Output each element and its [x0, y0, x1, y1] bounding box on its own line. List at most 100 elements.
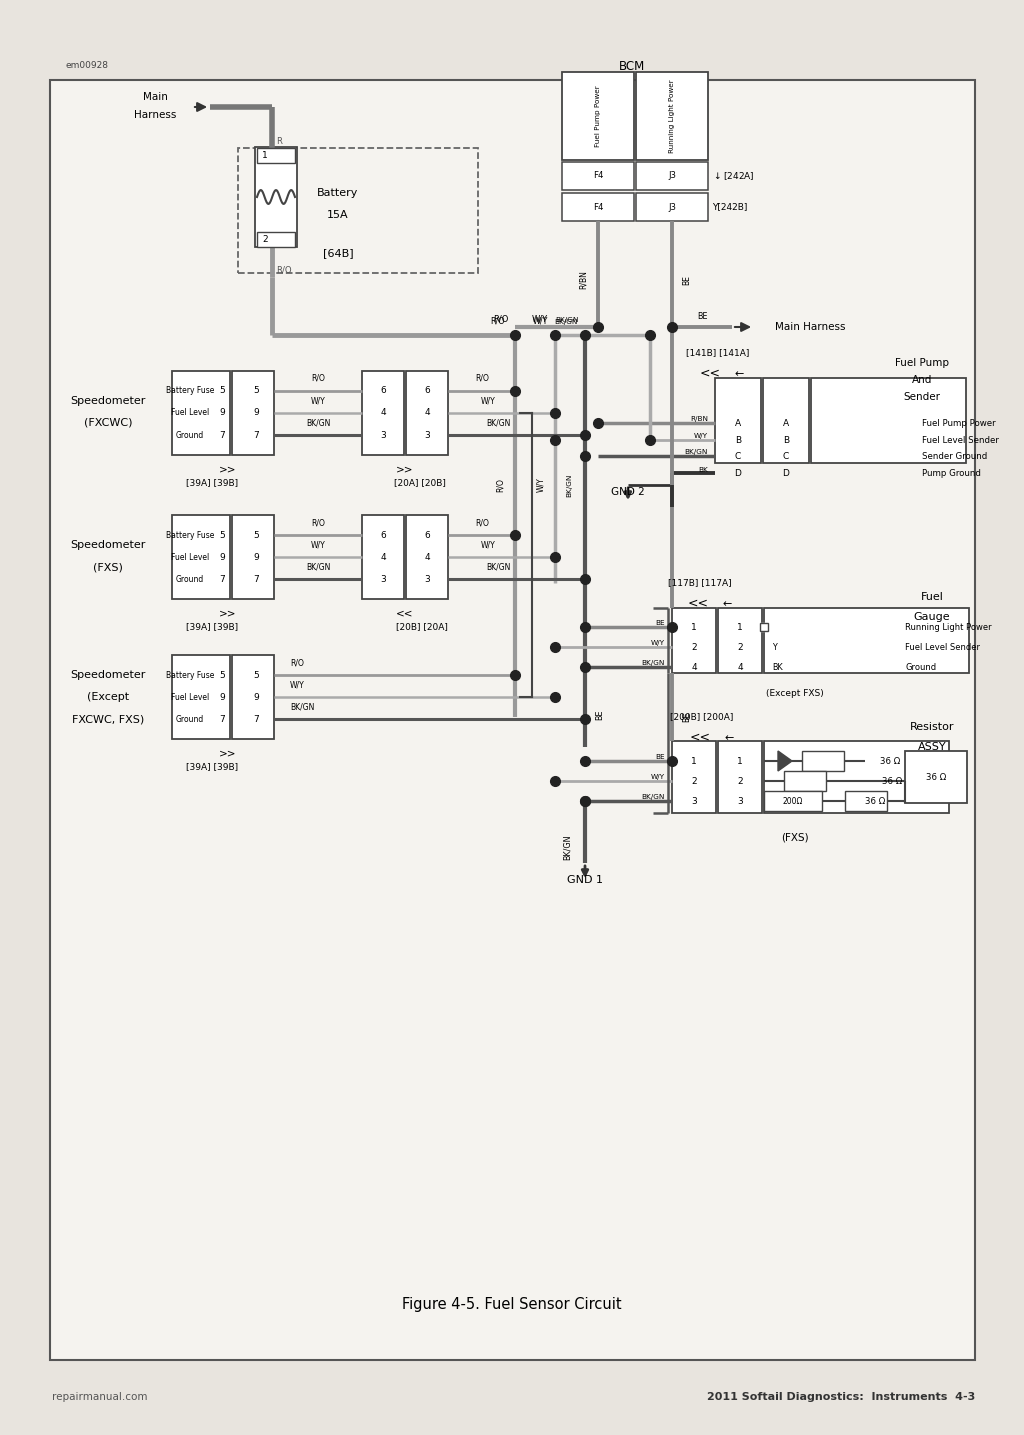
Text: 3: 3	[380, 574, 386, 584]
Text: 9: 9	[253, 409, 259, 418]
Text: Battery: Battery	[317, 188, 358, 198]
Text: Resistor: Resistor	[909, 722, 954, 732]
Text: $\leftarrow$: $\leftarrow$	[722, 732, 735, 742]
Text: Battery Fuse: Battery Fuse	[166, 386, 214, 396]
Text: R/O: R/O	[475, 375, 488, 383]
Text: 2: 2	[737, 643, 742, 651]
Text: Ground: Ground	[905, 663, 936, 672]
Text: 36 Ω: 36 Ω	[882, 776, 902, 785]
Bar	[232, 372, 274, 455]
Text: [39A] [39B]: [39A] [39B]	[186, 623, 238, 631]
Bar	[232, 515, 274, 598]
Text: R/O: R/O	[311, 375, 325, 383]
Text: BE: BE	[682, 276, 691, 286]
Text: 4: 4	[737, 663, 742, 672]
Text: $\leftarrow$: $\leftarrow$	[732, 367, 744, 377]
Text: W/Y: W/Y	[480, 396, 496, 405]
Text: 2: 2	[691, 776, 696, 785]
Text: Fuel Level: Fuel Level	[171, 552, 209, 561]
Text: 7: 7	[219, 715, 225, 723]
Text: 9: 9	[219, 552, 225, 561]
Text: Figure 4-5. Fuel Sensor Circuit: Figure 4-5. Fuel Sensor Circuit	[402, 1297, 622, 1313]
Text: Ground: Ground	[176, 574, 204, 584]
Text: 3: 3	[380, 430, 386, 439]
Text: B: B	[735, 435, 741, 445]
Text: [39A] [39B]: [39A] [39B]	[186, 478, 238, 488]
Text: 9: 9	[219, 409, 225, 418]
Text: Fuel Level: Fuel Level	[171, 409, 209, 418]
Text: 36 Ω: 36 Ω	[865, 796, 886, 805]
Text: GND 1: GND 1	[567, 875, 603, 885]
Text: R/BN: R/BN	[579, 271, 588, 290]
Text: 5: 5	[253, 531, 259, 540]
Text: Ground: Ground	[176, 715, 204, 723]
Text: A: A	[783, 419, 790, 428]
Text: BK/GN: BK/GN	[566, 474, 572, 497]
Text: 3: 3	[424, 574, 430, 584]
Text: D: D	[782, 468, 790, 478]
Text: <<: <<	[687, 597, 709, 610]
Text: $\leftarrow$: $\leftarrow$	[720, 598, 733, 608]
Text: <<: <<	[689, 730, 711, 743]
Text: BK/GN: BK/GN	[485, 563, 510, 571]
Text: Fuel: Fuel	[921, 593, 943, 603]
Text: BK: BK	[772, 663, 782, 672]
Text: 4: 4	[691, 663, 696, 672]
Text: BK/GN: BK/GN	[290, 702, 314, 710]
Text: Fuel Pump Power: Fuel Pump Power	[922, 419, 995, 428]
Text: 4: 4	[380, 552, 386, 561]
Text: 7: 7	[253, 574, 259, 584]
Text: Speedometer: Speedometer	[71, 540, 145, 550]
Text: W/Y: W/Y	[651, 773, 665, 781]
Text: R/O: R/O	[276, 265, 292, 274]
Text: [64B]: [64B]	[323, 248, 353, 258]
Text: Y: Y	[772, 643, 777, 651]
Bar	[232, 654, 274, 739]
Text: ASSY: ASSY	[918, 742, 946, 752]
Text: Fuel Level: Fuel Level	[171, 693, 209, 702]
Text: 5: 5	[219, 531, 225, 540]
Text: 9: 9	[253, 693, 259, 702]
Text: (Except: (Except	[87, 692, 129, 702]
Text: BK/GN: BK/GN	[555, 319, 578, 324]
Bar	[562, 192, 634, 221]
Text: 9: 9	[219, 693, 225, 702]
Text: (Except FXS): (Except FXS)	[766, 689, 824, 697]
Bar	[255, 146, 297, 247]
Text: Running Light Power: Running Light Power	[905, 623, 991, 631]
Text: BE: BE	[682, 712, 691, 722]
Bar	[362, 515, 404, 598]
Text: And: And	[911, 375, 932, 385]
Text: GND 2: GND 2	[611, 486, 645, 497]
Text: Harness: Harness	[134, 110, 176, 121]
Text: 5: 5	[253, 670, 259, 680]
Text: 4: 4	[424, 552, 430, 561]
Text: BE: BE	[696, 311, 708, 321]
Text: BK/GN: BK/GN	[306, 563, 330, 571]
Bar	[50, 80, 975, 1360]
Text: Sender Ground: Sender Ground	[922, 452, 987, 461]
Text: J3: J3	[668, 202, 676, 211]
Text: 9: 9	[253, 552, 259, 561]
Text: Main Harness: Main Harness	[775, 321, 846, 331]
Text: repairmanual.com: repairmanual.com	[52, 1392, 147, 1402]
Text: 2: 2	[262, 235, 268, 244]
Text: [200B] [200A]: [200B] [200A]	[671, 713, 733, 722]
Text: W/Y: W/Y	[290, 680, 305, 689]
Text: 36 Ω: 36 Ω	[880, 756, 900, 765]
Text: R/BN: R/BN	[690, 416, 708, 422]
Bar	[763, 377, 809, 464]
Bar	[636, 72, 708, 159]
Bar	[257, 148, 295, 164]
Text: 6: 6	[424, 386, 430, 396]
Text: R/O: R/O	[311, 518, 325, 527]
Text: 200Ω: 200Ω	[782, 796, 803, 805]
Text: [117B] [117A]: [117B] [117A]	[669, 578, 732, 587]
Text: [20B] [20A]: [20B] [20A]	[396, 623, 447, 631]
Bar	[845, 791, 887, 811]
Text: BK: BK	[698, 466, 708, 474]
Text: W/Y: W/Y	[310, 540, 326, 550]
Text: R/O: R/O	[475, 518, 488, 527]
Text: 15A: 15A	[328, 210, 349, 220]
Text: 7: 7	[219, 430, 225, 439]
